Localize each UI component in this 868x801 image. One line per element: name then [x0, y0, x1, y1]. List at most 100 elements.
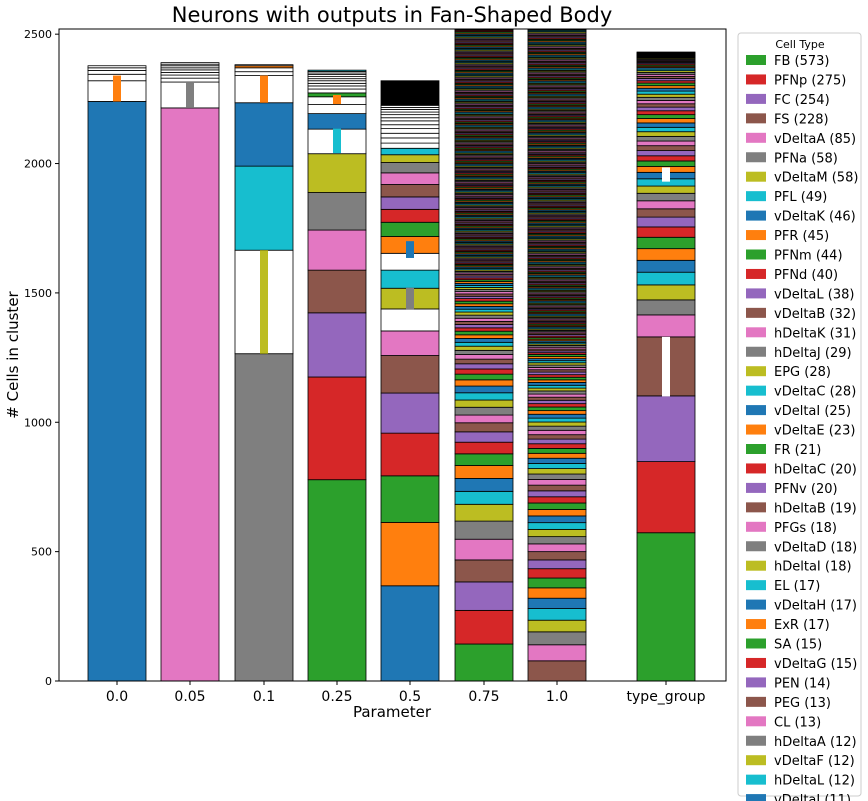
bar-segment — [527, 417, 587, 423]
bar-segment — [527, 543, 587, 553]
bar-segment — [527, 399, 587, 405]
bar-segment — [380, 330, 440, 356]
bar-segment — [160, 62, 220, 65]
legend-swatch — [746, 735, 766, 746]
legend-entry: PEG (13) — [746, 696, 831, 711]
legend-entry: vDeltaC (28) — [746, 385, 856, 400]
legend-label: hDeltaC (20) — [774, 462, 857, 477]
bar-segment — [454, 643, 514, 682]
bar-segment — [527, 496, 587, 504]
legend-entry: vDeltaF (12) — [746, 754, 855, 769]
legend-label: FR (21) — [774, 443, 821, 458]
bar-segment — [380, 172, 440, 185]
y-axis-label: # Cells in cluster — [4, 290, 22, 418]
legend-label: PFNa (58) — [774, 151, 838, 166]
bar-segment — [636, 51, 696, 54]
legend-label: SA (15) — [774, 638, 822, 653]
inner-mark — [406, 287, 414, 310]
bar-segment — [380, 208, 440, 223]
bar-segment — [636, 131, 696, 137]
y-axis: 0 500 1000 1500 2000 2500 — [24, 28, 59, 688]
bar-segment — [527, 410, 587, 415]
bar-segment — [527, 608, 587, 621]
legend-swatch — [746, 755, 766, 766]
bar-segment — [527, 421, 587, 427]
legend-label: vDeltaG (15) — [774, 657, 857, 672]
inner-mark — [186, 82, 194, 108]
bar-segment — [636, 155, 696, 162]
bar-segment — [454, 581, 514, 611]
x-tick-label: 0.5 — [399, 689, 421, 705]
bar-segment — [527, 403, 587, 408]
legend-label: FB (573) — [774, 54, 830, 69]
legend-entry: PFNd (40) — [746, 268, 838, 283]
legend-box — [737, 32, 862, 797]
legend-title: Cell Type — [775, 38, 825, 51]
bar-segment — [527, 551, 587, 561]
legend-label: PFR (45) — [774, 229, 829, 244]
bar-segment — [454, 345, 514, 351]
bar-stack — [527, 28, 587, 682]
bar-segment — [454, 327, 514, 332]
legend-label: FS (228) — [774, 112, 829, 127]
inner-mark — [333, 128, 341, 154]
y-tick-label: 1000 — [24, 416, 52, 429]
bar-segment — [527, 473, 587, 480]
legend-entry: vDeltaB (32) — [746, 307, 856, 322]
bar-segment — [636, 395, 696, 462]
bar-segment — [307, 312, 367, 378]
bar-segment — [454, 308, 514, 313]
bar-segment — [527, 515, 587, 524]
bar-segment — [636, 114, 696, 119]
legend-entry: FC (254) — [746, 93, 830, 108]
bar-segment — [636, 135, 696, 142]
bar-segment — [454, 406, 514, 416]
legend-swatch — [746, 599, 766, 610]
bar-segment — [636, 140, 696, 147]
bar-segment — [234, 67, 294, 73]
bar-segment — [380, 184, 440, 198]
bar-segment — [527, 413, 587, 419]
legend-swatch — [746, 482, 766, 493]
bar-segment — [454, 441, 514, 455]
bar-segment — [454, 354, 514, 360]
bar-segment — [636, 103, 696, 108]
legend-label: vDeltaA (85) — [774, 132, 856, 147]
bar-segment — [527, 587, 587, 599]
legend-entry: PEN (14) — [746, 676, 831, 691]
legend-entry: FS (228) — [746, 112, 829, 127]
bar-segment — [380, 80, 440, 106]
bar-segment — [380, 147, 440, 156]
bar-segment — [454, 465, 514, 479]
bar-segment — [527, 443, 587, 449]
bar-segment — [527, 522, 587, 530]
bar-segment — [636, 226, 696, 238]
bar-segment — [454, 317, 514, 322]
bar-segment — [454, 334, 514, 339]
bar-segment — [454, 503, 514, 522]
legend-entry: EPG (28) — [746, 365, 831, 380]
legend-swatch — [746, 696, 766, 707]
legend-entry: hDeltaA (12) — [746, 735, 857, 750]
bar-segment — [454, 314, 514, 319]
bar-segment — [380, 120, 440, 126]
legend-entry: vDeltaG (15) — [746, 657, 857, 672]
legend-label: PEG (13) — [774, 696, 831, 711]
legend-entry: PFNp (275) — [746, 73, 846, 88]
bar-segment — [454, 453, 514, 466]
legend-swatch — [746, 249, 766, 260]
legend-entry: hDeltaI (18) — [746, 560, 852, 575]
bar-segment — [454, 414, 514, 424]
plot-frame — [58, 28, 727, 682]
bar-segment — [454, 559, 514, 583]
bar-segment — [380, 128, 440, 134]
legend-label: hDeltaJ (29) — [774, 346, 852, 361]
legend-entry: hDeltaL (12) — [746, 774, 855, 789]
bar-segment — [380, 114, 440, 119]
bar-segment — [454, 609, 514, 645]
bar-segment — [380, 162, 440, 174]
legend: Cell Type FB (573) PFNp (275) FC (254) FS (… — [737, 32, 862, 801]
legend-label: PFL (49) — [774, 190, 827, 205]
legend-label: vDeltaJ (11) — [774, 793, 851, 801]
legend-swatch — [746, 132, 766, 143]
